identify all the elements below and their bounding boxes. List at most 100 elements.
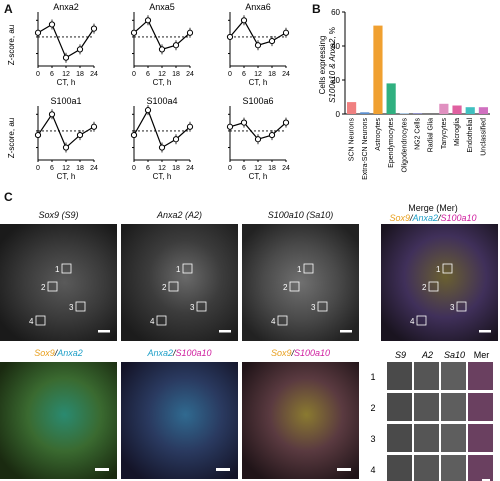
y-axis-label: Z-score, au bbox=[7, 25, 16, 65]
inset-image bbox=[468, 362, 493, 390]
y-axis-label-line1: Cells expressing bbox=[318, 36, 327, 95]
x-tick-label: 24 bbox=[282, 165, 290, 172]
x-tick-label: Tanycytes bbox=[441, 118, 448, 150]
inset-image bbox=[441, 455, 466, 481]
merge-s100a10: S100a10 bbox=[440, 213, 477, 223]
data-point bbox=[172, 136, 180, 143]
roi-box bbox=[35, 315, 46, 326]
x-tick-label: 0 bbox=[132, 165, 136, 172]
scale-bar bbox=[98, 330, 110, 333]
data-point bbox=[226, 123, 234, 130]
x-tick-label: 24 bbox=[186, 165, 194, 172]
x-tick-label: Oligodendrocytes bbox=[401, 118, 408, 173]
roi-label: 1 bbox=[176, 265, 181, 274]
roi-box bbox=[182, 263, 193, 274]
title-s100a10: S100a10 bbox=[175, 348, 212, 358]
inset-image bbox=[441, 393, 466, 421]
title-anxa2: Anxa2 bbox=[147, 348, 173, 358]
bar bbox=[439, 103, 449, 114]
roi-label: 4 bbox=[150, 317, 155, 326]
merge-sox9: Sox9 bbox=[389, 213, 410, 223]
data-point bbox=[268, 131, 276, 139]
x-tick-label: 12 bbox=[254, 71, 262, 78]
anxa2-s100a10-image bbox=[121, 362, 238, 479]
y-tick-label: 0 bbox=[336, 110, 341, 119]
inset-image bbox=[468, 455, 493, 481]
panel-label-a: A bbox=[4, 2, 13, 16]
x-tick-label: 12 bbox=[158, 165, 166, 172]
title-sox9: Sox9 bbox=[34, 348, 55, 358]
data-point bbox=[226, 33, 234, 41]
x-tick-label: Unclassified bbox=[480, 118, 487, 156]
data-point bbox=[76, 131, 84, 139]
roi-box bbox=[196, 301, 207, 312]
s100a10-title: S100a10 (Sa10) bbox=[267, 210, 334, 220]
roi-box bbox=[289, 281, 300, 292]
inset-image bbox=[387, 424, 412, 452]
x-tick-label: 0 bbox=[228, 71, 232, 78]
roi-box bbox=[428, 281, 439, 292]
data-point bbox=[282, 119, 290, 126]
x-tick-label: 18 bbox=[76, 71, 84, 78]
inset-row-label: 3 bbox=[370, 434, 375, 444]
x-tick-label: 18 bbox=[172, 165, 180, 172]
x-tick-label: Astrocytes bbox=[375, 118, 382, 151]
inset-row-label: 2 bbox=[370, 403, 375, 413]
x-tick-label: NG2 Cells bbox=[415, 118, 422, 150]
data-point bbox=[62, 144, 70, 151]
bar bbox=[360, 112, 370, 114]
data-point bbox=[48, 111, 56, 118]
x-tick-label: 24 bbox=[186, 71, 194, 78]
roi-overlay: 12 3 4 bbox=[410, 263, 491, 333]
chart-title: S100a6 bbox=[242, 96, 273, 106]
panel-b-chart: Cells expressing S100a10 & Anxa2, % 0 20 4… bbox=[318, 8, 490, 180]
scale-bar bbox=[482, 479, 490, 481]
roi-label: 4 bbox=[29, 317, 34, 326]
roi-box bbox=[456, 301, 467, 312]
data-point bbox=[130, 29, 138, 36]
x-tick-label: Microglia bbox=[454, 118, 461, 146]
data-point bbox=[240, 17, 248, 24]
merge-title: Merge (Mer) bbox=[408, 203, 458, 213]
data-point bbox=[240, 119, 248, 126]
x-tick-label: 24 bbox=[282, 71, 290, 78]
inset-image bbox=[387, 362, 412, 390]
sox9-anxa2-title: Sox9/Anxa2 bbox=[0, 348, 117, 358]
inset-row-label: 4 bbox=[370, 465, 375, 475]
roi-label: 2 bbox=[422, 283, 427, 292]
inset-image bbox=[387, 393, 412, 421]
merge-subtitle: Sox9/Anxa2/S100a10 bbox=[368, 213, 498, 223]
slash: / bbox=[54, 348, 58, 358]
inset-grid: S9 A2 Sa10 Mer 1 2 3 4 bbox=[370, 350, 493, 481]
bar bbox=[373, 25, 383, 115]
inset-image bbox=[414, 362, 439, 390]
roi-box bbox=[317, 301, 328, 312]
roi-overlay: 12 3 4 bbox=[29, 263, 110, 333]
x-tick-label: Ependymocytes bbox=[388, 118, 395, 168]
bar bbox=[478, 107, 488, 114]
scale-bar bbox=[337, 468, 351, 471]
bar bbox=[386, 83, 396, 114]
y-axis-label-genes: S100a10 & Anxa2 bbox=[328, 38, 337, 103]
chart-title: Anxa2 bbox=[53, 2, 79, 12]
panel-a-charts: Z-score, au Z-score, au Anxa2 0 6 12 18 24 CT,… bbox=[7, 2, 290, 181]
anxa2-s100a10-title: Anxa2/S100a10 bbox=[121, 348, 238, 358]
data-point bbox=[186, 123, 194, 130]
x-tick-label: 18 bbox=[268, 71, 276, 78]
inset-image bbox=[468, 424, 493, 452]
panel-label-b: B bbox=[312, 2, 321, 16]
scale-bar bbox=[95, 468, 109, 471]
x-tick-label: Extra-SCN Neurons bbox=[362, 118, 369, 180]
roi-label: 3 bbox=[450, 303, 455, 312]
slash: / bbox=[409, 213, 413, 223]
inset-header: S9 bbox=[395, 350, 406, 360]
x-tick-label: 6 bbox=[146, 71, 150, 78]
inset-image bbox=[387, 455, 412, 481]
x-tick-label: 18 bbox=[268, 165, 276, 172]
x-tick-label: 0 bbox=[228, 165, 232, 172]
roi-label: 1 bbox=[436, 265, 441, 274]
sox9-s100a10-image bbox=[242, 362, 359, 479]
x-axis-label: CT, h bbox=[249, 78, 268, 87]
